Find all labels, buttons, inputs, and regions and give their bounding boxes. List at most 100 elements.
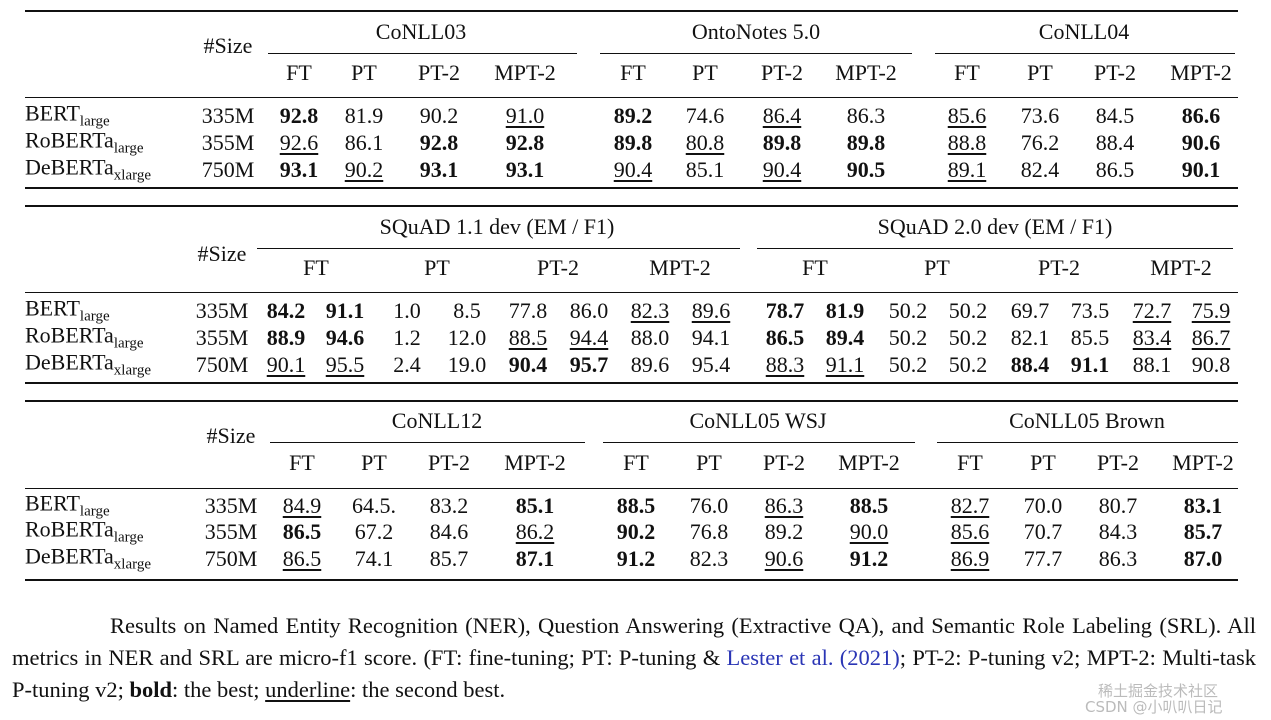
cell: 82.1 — [1010, 325, 1050, 350]
rule — [270, 442, 585, 443]
cell: 88.5 — [849, 493, 889, 518]
model-size-tag: large — [113, 335, 144, 352]
group-header: SQuAD 1.1 dev (EM / F1) — [379, 214, 615, 239]
model: DeBERTa — [25, 349, 114, 375]
model: DeBERTa — [25, 543, 114, 569]
cell: 50.2 — [888, 325, 928, 350]
cell: 85.7 — [1183, 519, 1223, 544]
cell: 89.8 — [846, 130, 886, 155]
column-header: PT — [692, 60, 718, 85]
rule — [268, 53, 577, 54]
column-header: FT — [954, 60, 980, 85]
cell: 73.6 — [1020, 103, 1060, 128]
column-header: PT — [361, 450, 387, 475]
param-size: 335M — [204, 493, 258, 518]
cell: 93.1 — [279, 157, 319, 182]
cell: 86.3 — [846, 103, 886, 128]
cell: 2.4 — [393, 352, 421, 377]
cell: 88.4 — [1010, 352, 1050, 377]
cell: 91.0 — [505, 103, 545, 128]
cell: 88.0 — [630, 325, 670, 350]
cell: 86.5 — [1095, 157, 1135, 182]
cell: 89.8 — [762, 130, 802, 155]
cell: 86.9 — [950, 546, 990, 571]
cell: 92.8 — [419, 130, 459, 155]
cell: 89.2 — [613, 103, 653, 128]
rule — [25, 205, 1238, 207]
caption-text: ; PT-2: P-tuning v2; MPT-2: Multi-task P… — [12, 645, 1256, 702]
rule — [25, 400, 1238, 402]
cell: 89.1 — [947, 157, 987, 182]
model: BERT — [25, 490, 80, 516]
cell: 85.6 — [950, 519, 990, 544]
cell: 70.0 — [1023, 493, 1063, 518]
cell: 81.9 — [825, 298, 865, 323]
column-header: MPT-2 — [504, 450, 566, 475]
model-size-tag: large — [113, 140, 144, 157]
column-header: PT — [424, 255, 450, 280]
cell: 89.6 — [691, 298, 731, 323]
cell: 91.1 — [1070, 352, 1110, 377]
group-header: CoNLL05 WSJ — [689, 408, 827, 433]
cell: 69.7 — [1010, 298, 1050, 323]
citation-link[interactable]: Lester et al. (2021) — [726, 645, 900, 670]
rule — [25, 579, 1238, 581]
cell: 90.8 — [1191, 352, 1231, 377]
model-name: BERTlarge — [25, 102, 110, 130]
size-header: #Size — [206, 423, 256, 448]
column-header: FT — [286, 60, 312, 85]
cell: 89.6 — [630, 352, 670, 377]
cell: 82.3 — [630, 298, 670, 323]
cell: 84.2 — [266, 298, 306, 323]
column-header: PT-2 — [428, 450, 470, 475]
column-header: FT — [623, 450, 649, 475]
cell: 87.0 — [1183, 546, 1223, 571]
cell: 84.3 — [1098, 519, 1138, 544]
model: RoBERTa — [25, 322, 114, 348]
rule — [757, 248, 1233, 249]
column-header: MPT-2 — [1170, 60, 1232, 85]
watermark: 稀土掘金技术社区 — [1098, 682, 1219, 700]
cell: 90.6 — [764, 546, 804, 571]
cell: 86.5 — [765, 325, 805, 350]
cell: 85.1 — [515, 493, 555, 518]
column-header: PT — [924, 255, 950, 280]
cell: 75.9 — [1191, 298, 1231, 323]
column-header: FT — [620, 60, 646, 85]
rule — [25, 187, 1238, 189]
cell: 73.5 — [1070, 298, 1110, 323]
cell: 93.1 — [505, 157, 545, 182]
rule — [25, 10, 1238, 12]
cell: 82.3 — [689, 546, 729, 571]
column-header: PT-2 — [1038, 255, 1080, 280]
rule — [25, 97, 1238, 98]
cell: 91.2 — [616, 546, 656, 571]
model-name: RoBERTalarge — [25, 518, 144, 546]
group-header: CoNLL04 — [1038, 19, 1130, 44]
column-header: MPT-2 — [1150, 255, 1212, 280]
column-header: PT — [1027, 60, 1053, 85]
cell: 50.2 — [948, 325, 988, 350]
param-size: 355M — [195, 325, 249, 350]
cell: 70.7 — [1023, 519, 1063, 544]
cell: 82.7 — [950, 493, 990, 518]
cell: 86.2 — [515, 519, 555, 544]
cell: 94.4 — [569, 325, 609, 350]
size-header: #Size — [197, 241, 247, 266]
cell: 86.7 — [1191, 325, 1231, 350]
cell: 90.0 — [849, 519, 889, 544]
caption-text: : the second best. — [350, 677, 506, 702]
model-size-tag: large — [79, 113, 110, 130]
cell: 89.8 — [613, 130, 653, 155]
column-header: PT — [351, 60, 377, 85]
cell: 83.2 — [429, 493, 469, 518]
cell: 86.5 — [282, 519, 322, 544]
cell: 90.6 — [1181, 130, 1221, 155]
column-header: PT-2 — [537, 255, 579, 280]
cell: 94.1 — [691, 325, 731, 350]
model-size-tag: xlarge — [113, 167, 152, 184]
group-header: CoNLL05 Brown — [1009, 408, 1165, 433]
cell: 74.6 — [685, 103, 725, 128]
rule — [25, 292, 1238, 293]
param-size: 355M — [201, 130, 255, 155]
